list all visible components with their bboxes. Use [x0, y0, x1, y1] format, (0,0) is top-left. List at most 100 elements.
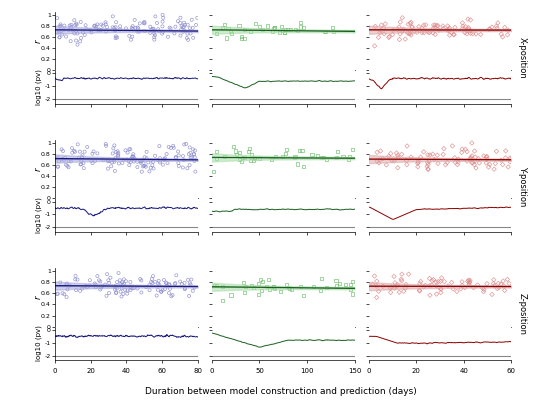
Y-axis label: log10 (pv): log10 (pv): [35, 326, 42, 361]
Point: [155, 143, 164, 149]
Point: [389, 27, 398, 34]
Point: [174, 160, 183, 166]
Point: [108, 24, 117, 30]
Point: [425, 275, 434, 282]
Point: [460, 30, 469, 36]
Point: [403, 143, 411, 149]
Point: [148, 273, 157, 279]
Point: [53, 15, 62, 21]
Point: [157, 288, 166, 295]
Point: [58, 290, 67, 296]
Point: [126, 279, 135, 285]
Point: [317, 155, 326, 161]
Point: [493, 285, 502, 292]
Point: [218, 283, 227, 289]
Point: [227, 28, 235, 35]
Point: [63, 280, 72, 287]
Point: [390, 285, 399, 291]
Point: [103, 166, 112, 172]
Point: [321, 28, 330, 35]
Point: [117, 293, 126, 300]
Y-axis label: log10 (pv): log10 (pv): [35, 197, 42, 233]
Point: [465, 280, 474, 286]
Point: [108, 159, 117, 166]
Point: [128, 285, 137, 292]
Point: [78, 152, 87, 158]
Point: [111, 168, 119, 174]
Point: [251, 156, 260, 162]
Point: [134, 25, 142, 32]
Text: Y-position: Y-position: [518, 166, 527, 206]
Point: [58, 156, 67, 162]
Point: [68, 150, 76, 156]
Point: [140, 20, 149, 26]
Point: [212, 30, 221, 37]
Point: [231, 148, 240, 154]
Point: [105, 280, 114, 286]
Point: [178, 281, 186, 287]
Point: [54, 163, 63, 170]
Point: [429, 276, 438, 283]
Point: [397, 151, 406, 158]
Point: [93, 150, 102, 156]
Point: [466, 30, 475, 36]
Point: [149, 28, 158, 34]
Point: [384, 34, 393, 41]
Point: [56, 28, 65, 34]
Point: [146, 24, 155, 30]
Point: [177, 23, 186, 29]
Point: [82, 284, 91, 290]
Point: [62, 294, 71, 300]
Point: [65, 22, 74, 29]
Point: [404, 271, 413, 277]
Point: [415, 24, 424, 30]
Point: [106, 274, 115, 281]
Point: [188, 288, 197, 294]
Point: [437, 289, 446, 296]
Point: [104, 277, 113, 284]
Point: [348, 291, 357, 297]
Point: [142, 149, 151, 155]
Point: [105, 158, 114, 164]
Point: [470, 158, 479, 165]
Point: [79, 160, 88, 166]
Point: [329, 28, 338, 35]
Point: [88, 160, 97, 166]
Point: [67, 158, 75, 164]
Point: [140, 28, 149, 34]
Point: [147, 279, 156, 285]
Point: [158, 162, 167, 168]
Point: [153, 286, 162, 293]
Point: [434, 27, 443, 33]
Point: [162, 283, 171, 289]
Point: [76, 19, 85, 25]
Point: [504, 164, 513, 170]
Point: [101, 281, 109, 288]
Point: [179, 157, 188, 163]
Point: [159, 15, 168, 21]
Point: [307, 151, 316, 158]
Point: [482, 280, 491, 287]
Point: [184, 37, 192, 43]
Point: [129, 158, 138, 165]
Point: [185, 280, 194, 286]
Point: [393, 283, 402, 289]
Point: [125, 162, 134, 168]
Point: [498, 34, 507, 40]
Point: [463, 158, 471, 164]
Point: [130, 17, 139, 23]
Point: [371, 23, 380, 30]
Point: [238, 154, 246, 161]
Point: [322, 156, 331, 163]
Point: [458, 149, 466, 156]
Point: [56, 21, 65, 28]
Point: [401, 36, 410, 42]
Point: [456, 286, 465, 292]
Point: [339, 153, 348, 159]
Point: [133, 158, 142, 165]
Point: [425, 158, 433, 164]
Point: [55, 23, 64, 30]
Point: [171, 155, 180, 161]
Point: [392, 150, 401, 156]
Point: [117, 285, 126, 292]
